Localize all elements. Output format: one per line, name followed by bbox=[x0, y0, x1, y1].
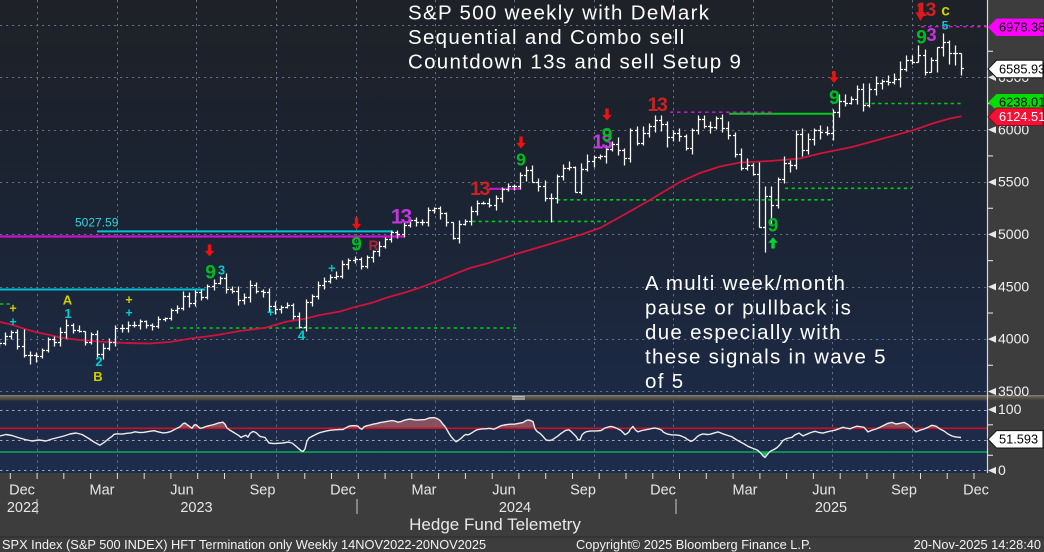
svg-text:2024: 2024 bbox=[499, 500, 531, 516]
svg-text:S&P 500 weekly with DeMark: S&P 500 weekly with DeMark bbox=[408, 2, 710, 25]
svg-text:6585.93: 6585.93 bbox=[999, 61, 1044, 76]
svg-text:3500: 3500 bbox=[998, 383, 1029, 399]
svg-text:1: 1 bbox=[64, 306, 71, 321]
svg-text:Dec: Dec bbox=[963, 483, 989, 499]
svg-text:Dec: Dec bbox=[650, 483, 676, 499]
svg-text:13: 13 bbox=[648, 94, 668, 116]
svg-text:9: 9 bbox=[916, 28, 927, 49]
svg-text:4500: 4500 bbox=[998, 278, 1029, 294]
svg-text:B: B bbox=[93, 369, 102, 384]
svg-text:Sep: Sep bbox=[250, 483, 276, 499]
svg-text:5500: 5500 bbox=[998, 174, 1029, 190]
svg-text:9: 9 bbox=[205, 263, 216, 284]
svg-text:Mar: Mar bbox=[412, 483, 437, 499]
svg-text:Sep: Sep bbox=[891, 483, 917, 499]
svg-text:0: 0 bbox=[998, 462, 1006, 478]
svg-text:6124.51: 6124.51 bbox=[999, 109, 1044, 124]
svg-text:R: R bbox=[368, 237, 378, 253]
svg-text:+: + bbox=[125, 306, 132, 320]
svg-text:Countdown 13s and sell Setup 9: Countdown 13s and sell Setup 9 bbox=[408, 51, 742, 74]
svg-text:9: 9 bbox=[829, 87, 840, 109]
svg-text:pause or pullback is: pause or pullback is bbox=[645, 297, 852, 320]
svg-text:2025: 2025 bbox=[815, 500, 847, 516]
svg-text:of 5: of 5 bbox=[645, 370, 684, 393]
svg-text:3: 3 bbox=[926, 24, 936, 45]
svg-text:6238.01: 6238.01 bbox=[999, 95, 1044, 110]
svg-text:4000: 4000 bbox=[998, 331, 1029, 347]
svg-text:9: 9 bbox=[516, 150, 526, 170]
svg-text:13: 13 bbox=[470, 178, 490, 200]
svg-text:4: 4 bbox=[298, 328, 306, 343]
svg-text:Jun: Jun bbox=[492, 483, 515, 499]
svg-text:c: c bbox=[941, 3, 950, 20]
svg-text:13: 13 bbox=[391, 206, 412, 229]
svg-text:A: A bbox=[63, 293, 73, 308]
svg-text:+: + bbox=[125, 293, 132, 307]
svg-text:5: 5 bbox=[942, 19, 949, 33]
svg-text:100: 100 bbox=[998, 401, 1022, 417]
svg-text:Hedge Fund Telemetry: Hedge Fund Telemetry bbox=[409, 515, 581, 534]
svg-text:Dec: Dec bbox=[9, 483, 35, 499]
svg-text:6978.38: 6978.38 bbox=[999, 20, 1044, 35]
svg-text:+: + bbox=[267, 306, 274, 320]
svg-text:these signals in wave 5: these signals in wave 5 bbox=[645, 346, 887, 369]
svg-text:SPX Index (S&P 500 INDEX) HFT: SPX Index (S&P 500 INDEX) HFT Terminatio… bbox=[2, 537, 486, 552]
svg-text:+: + bbox=[328, 262, 335, 276]
svg-text:5000: 5000 bbox=[998, 226, 1029, 242]
svg-text:9: 9 bbox=[602, 126, 613, 147]
svg-text:Copyright© 2025 Bloomberg Fina: Copyright© 2025 Bloomberg Finance L.P. bbox=[576, 537, 811, 552]
svg-text:3: 3 bbox=[218, 263, 225, 278]
svg-text:+: + bbox=[9, 315, 16, 329]
svg-text:2023: 2023 bbox=[180, 500, 212, 516]
svg-text:13: 13 bbox=[916, 0, 936, 21]
svg-text:2022: 2022 bbox=[7, 500, 39, 516]
svg-text:Mar: Mar bbox=[90, 483, 115, 499]
svg-text:9: 9 bbox=[768, 216, 779, 237]
svg-text:Jun: Jun bbox=[170, 483, 193, 499]
svg-text:Sequential and Combo sell: Sequential and Combo sell bbox=[408, 26, 686, 49]
svg-text:due especially with: due especially with bbox=[645, 321, 842, 344]
svg-text:Jun: Jun bbox=[812, 483, 835, 499]
svg-text:A multi week/month: A multi week/month bbox=[645, 272, 846, 295]
svg-text:Dec: Dec bbox=[330, 483, 356, 499]
svg-text:5027.59: 5027.59 bbox=[75, 216, 119, 230]
svg-text:+: + bbox=[9, 302, 16, 316]
svg-text:20-Nov-2025 14:28:40: 20-Nov-2025 14:28:40 bbox=[914, 537, 1041, 552]
svg-text:Sep: Sep bbox=[570, 483, 596, 499]
svg-text:2: 2 bbox=[95, 354, 102, 369]
svg-text:51.593: 51.593 bbox=[999, 432, 1038, 447]
svg-text:13: 13 bbox=[592, 131, 612, 154]
svg-text:9: 9 bbox=[351, 235, 362, 256]
svg-text:Mar: Mar bbox=[733, 483, 758, 499]
